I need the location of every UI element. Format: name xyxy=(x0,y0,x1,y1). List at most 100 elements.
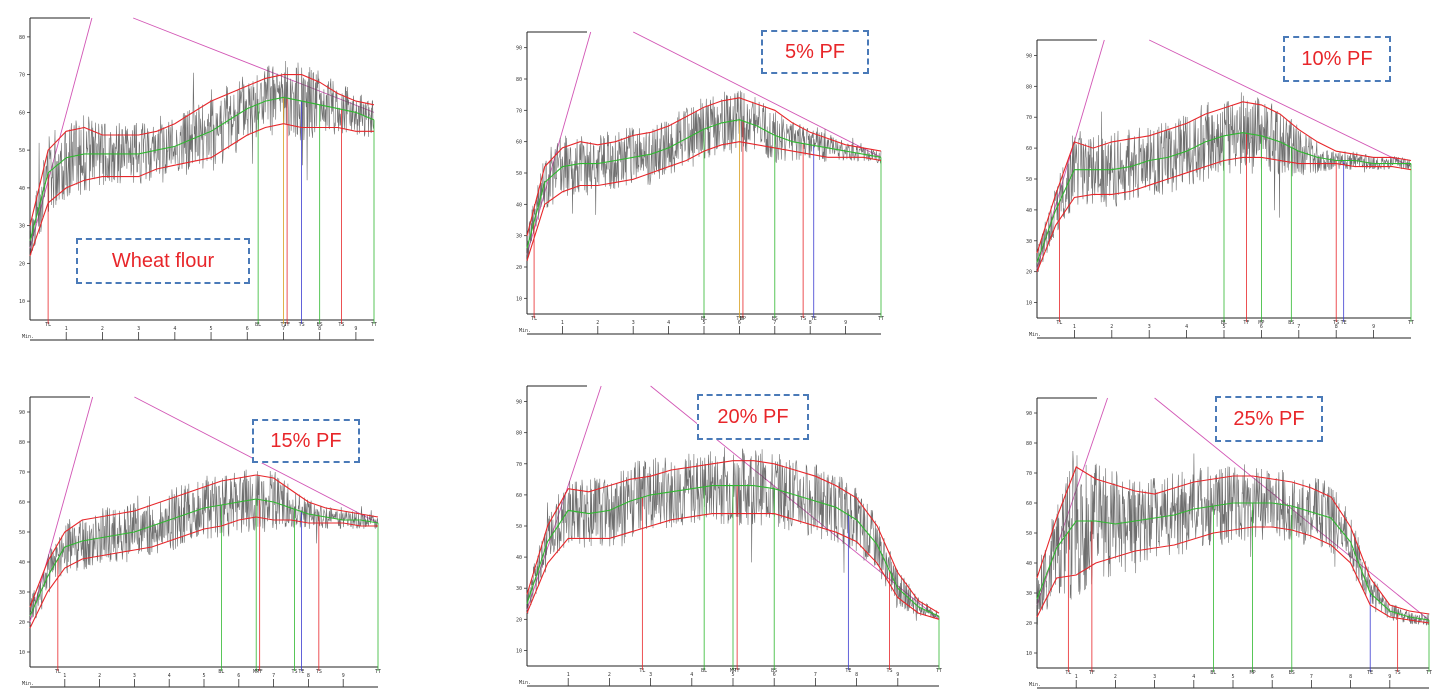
raw-signal-trace xyxy=(1036,450,1430,626)
event-marker-label: TT xyxy=(371,322,377,328)
event-marker-label: MP xyxy=(253,669,259,675)
x-tick-label: 8 xyxy=(809,320,812,326)
tangent-line xyxy=(29,17,93,249)
x-tick-label: 5 xyxy=(731,672,734,678)
y-tick-label: 30 xyxy=(1026,591,1032,597)
event-marker-label: TI xyxy=(736,316,742,322)
x-tick-label: 3 xyxy=(632,320,635,326)
lower-envelope-line xyxy=(1036,156,1412,272)
lower-envelope-line xyxy=(1036,526,1430,624)
x-tick-label: 9 xyxy=(342,673,345,679)
x-tick-label: 9 xyxy=(354,326,357,332)
x-tick-label: 8 xyxy=(1349,674,1352,680)
x-tick-label: 1 xyxy=(1075,674,1078,680)
event-marker-label: BL xyxy=(701,316,707,322)
x-tick-label: 7 xyxy=(814,672,817,678)
y-tick-label: 60 xyxy=(19,500,25,506)
x-tick-label: 6 xyxy=(1260,324,1263,330)
event-marker-label: TL xyxy=(45,322,51,328)
chart-panel-5pf: 10 20 30 40 50 60 70 80 90 1 2 3 4 5 6 7 8 9 Min. TL BL TI MP B… xyxy=(505,28,885,340)
x-tick-label: 3 xyxy=(649,672,652,678)
chart-panel-wheat-flour: 10 20 30 40 50 60 70 80 1 2 3 4 5 6 7 8 9 Min. TL BL TI TF TS B… xyxy=(8,14,378,346)
lower-envelope-line xyxy=(29,516,378,629)
event-marker-label: TS xyxy=(291,669,297,675)
event-marker-label: BS xyxy=(772,316,778,322)
x-tick-label: 3 xyxy=(137,326,140,332)
y-tick-label: 80 xyxy=(1026,84,1032,90)
y-tick-label: 60 xyxy=(516,493,522,499)
y-tick-label: 70 xyxy=(1026,471,1032,477)
mean-line xyxy=(526,485,940,617)
x-tick-label: 8 xyxy=(855,672,858,678)
event-marker-label: MP xyxy=(1258,320,1264,326)
x-tick-label: 5 xyxy=(210,326,213,332)
upper-envelope-line xyxy=(526,460,940,614)
event-marker-label: BL xyxy=(218,669,224,675)
event-marker-label: TS xyxy=(316,669,322,675)
x-tick-label: 7 xyxy=(282,326,285,332)
tangent-line xyxy=(1149,39,1412,168)
x-tick-label: 2 xyxy=(596,320,599,326)
event-marker-label: TS xyxy=(800,316,806,322)
x-unit-label: Min. xyxy=(1029,682,1041,688)
event-marker-label: TT xyxy=(1408,320,1414,326)
x-tick-label: 8 xyxy=(318,326,321,332)
mean-line xyxy=(526,119,882,249)
x-tick-label: 5 xyxy=(1231,674,1234,680)
x-tick-label: 2 xyxy=(98,673,101,679)
x-tick-label: 3 xyxy=(1153,674,1156,680)
y-tick-label: 80 xyxy=(1026,441,1032,447)
x-tick-label: 9 xyxy=(1388,674,1391,680)
x-unit-label: Min. xyxy=(1029,332,1041,338)
event-marker-label: TL xyxy=(55,669,61,675)
y-tick-label: 60 xyxy=(1026,501,1032,507)
x-tick-label: 4 xyxy=(1192,674,1195,680)
mean-line xyxy=(1036,132,1411,263)
chart-panel-10pf: 10 20 30 40 50 60 70 80 90 1 2 3 4 5 6 7 8 9 Min. TL BL TF MP B… xyxy=(1015,36,1415,344)
x-tick-label: 4 xyxy=(168,673,171,679)
x-tick-label: 4 xyxy=(690,672,693,678)
x-tick-label: 2 xyxy=(101,326,104,332)
event-marker-label: TF xyxy=(1243,320,1249,326)
x-tick-label: 7 xyxy=(1310,674,1313,680)
y-tick-label: 10 xyxy=(516,648,522,654)
event-marker-label: TI xyxy=(280,322,286,328)
y-tick-label: 30 xyxy=(19,590,25,596)
event-marker-label: TL xyxy=(1056,320,1062,326)
x-tick-label: 8 xyxy=(1335,324,1338,330)
event-marker-label: TF xyxy=(734,668,740,674)
mean-line xyxy=(1036,502,1430,621)
y-tick-label: 20 xyxy=(19,620,25,626)
x-unit-label: Min. xyxy=(519,680,531,686)
event-marker-label: TE xyxy=(1367,670,1373,676)
y-tick-label: 10 xyxy=(1026,651,1032,657)
x-tick-label: 6 xyxy=(738,320,741,326)
event-marker-label: TF xyxy=(1089,670,1095,676)
x-unit-label: Min. xyxy=(22,681,34,687)
y-tick-label: 20 xyxy=(1026,621,1032,627)
y-tick-label: 80 xyxy=(19,440,25,446)
x-tick-label: 2 xyxy=(1114,674,1117,680)
x-tick-label: 9 xyxy=(896,672,899,678)
y-tick-label: 70 xyxy=(516,108,522,114)
x-tick-label: 5 xyxy=(202,673,205,679)
chart-label-badge: 25% PF xyxy=(1215,396,1323,442)
event-marker-label: TE xyxy=(845,668,851,674)
chart-svg: 10 20 30 40 50 60 70 80 90 1 2 3 4 5 6 7 8 9 Min. TL TF BL MP B… xyxy=(1026,397,1432,689)
x-tick-label: 6 xyxy=(237,673,240,679)
y-tick-label: 50 xyxy=(516,524,522,530)
y-tick-label: 30 xyxy=(516,234,522,240)
y-tick-label: 40 xyxy=(19,186,25,192)
y-tick-label: 40 xyxy=(1026,208,1032,214)
x-tick-label: 1 xyxy=(63,673,66,679)
mean-line xyxy=(29,498,379,617)
event-marker-label: TF xyxy=(257,669,263,675)
chart-panel-15pf: 10 20 30 40 50 60 70 80 90 1 2 3 4 5 6 7 8 9 Min. TL BL MP TF T… xyxy=(8,393,382,693)
chart-panel-25pf: 10 20 30 40 50 60 70 80 90 1 2 3 4 5 6 7 8 9 Min. TL TF BL MP B… xyxy=(1015,394,1433,694)
x-tick-label: 3 xyxy=(1148,324,1151,330)
y-tick-label: 30 xyxy=(516,586,522,592)
chart-label-badge: 10% PF xyxy=(1283,36,1391,82)
x-tick-label: 8 xyxy=(307,673,310,679)
